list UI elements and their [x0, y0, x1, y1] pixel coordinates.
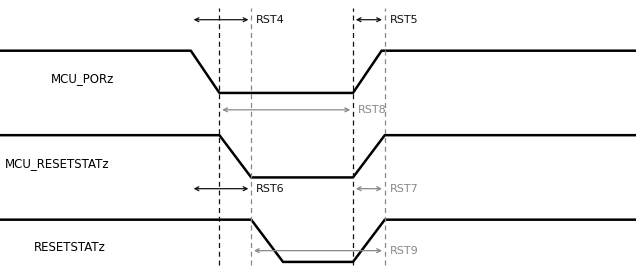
Text: RST5: RST5 — [390, 15, 418, 25]
Text: RST6: RST6 — [256, 184, 285, 194]
Text: RST7: RST7 — [390, 184, 418, 194]
Text: MCU_RESETSTATz: MCU_RESETSTATz — [5, 157, 109, 170]
Text: MCU_PORz: MCU_PORz — [51, 72, 114, 85]
Text: RESETSTATz: RESETSTATz — [34, 241, 106, 254]
Text: RST4: RST4 — [256, 15, 285, 25]
Text: RST9: RST9 — [390, 246, 418, 256]
Text: RST8: RST8 — [358, 105, 387, 115]
